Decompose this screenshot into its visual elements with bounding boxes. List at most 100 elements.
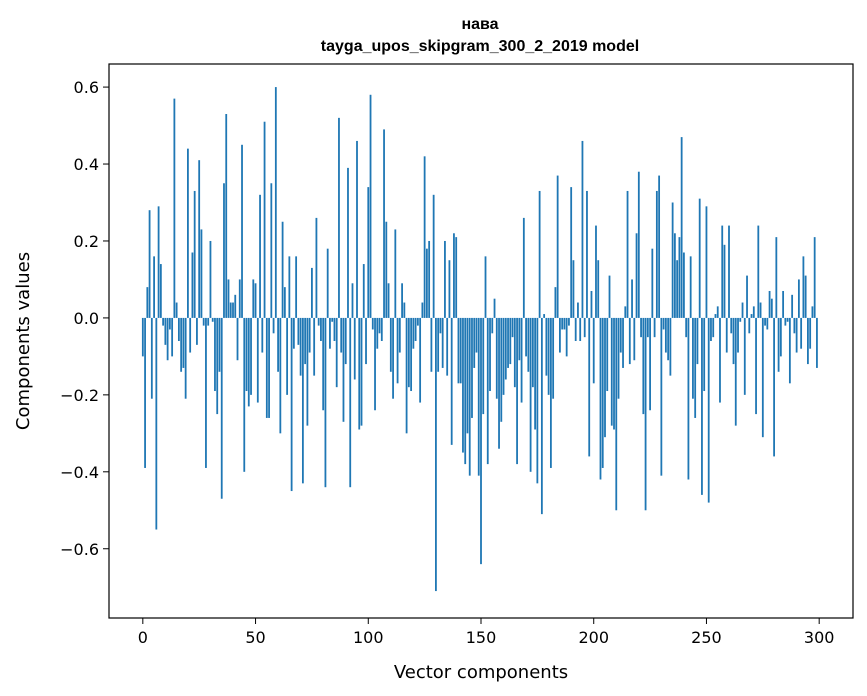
bar	[265, 317, 268, 418]
bar	[730, 317, 733, 334]
x-tick-label: 300	[804, 628, 835, 647]
bar	[786, 317, 789, 322]
bar	[311, 267, 313, 318]
bar	[707, 317, 710, 503]
bar	[432, 194, 435, 318]
bar	[250, 317, 252, 395]
plot-frame	[108, 63, 854, 619]
bar	[649, 317, 651, 411]
bar	[719, 317, 721, 403]
bar	[155, 317, 158, 530]
bar	[732, 317, 735, 365]
bar	[371, 317, 374, 330]
bar	[507, 317, 509, 368]
bar	[793, 317, 796, 334]
bar	[301, 317, 304, 484]
bar	[604, 317, 606, 438]
bar	[579, 317, 582, 341]
bar	[678, 237, 681, 318]
bar	[254, 283, 257, 318]
bar	[430, 317, 433, 372]
bar	[236, 317, 239, 361]
bar	[464, 317, 467, 465]
bar	[495, 317, 498, 399]
bar	[640, 317, 642, 338]
bar	[216, 317, 219, 415]
bar	[322, 317, 325, 411]
bar	[313, 317, 316, 376]
bar	[457, 317, 460, 384]
bar	[358, 317, 361, 430]
bar	[813, 237, 816, 318]
bar	[412, 317, 415, 349]
bar	[196, 317, 198, 345]
bar	[171, 317, 174, 357]
bar	[218, 317, 221, 372]
bar	[797, 279, 800, 318]
bar	[292, 317, 295, 349]
bar	[198, 160, 201, 318]
bar	[385, 221, 388, 318]
bar	[214, 317, 216, 392]
bar	[610, 317, 613, 426]
bar	[529, 317, 532, 472]
bar	[466, 317, 469, 434]
bar	[531, 317, 534, 388]
y-axis-label: Components values	[13, 252, 34, 430]
bar	[549, 317, 552, 468]
bar	[193, 190, 196, 318]
x-tick-label: 0	[138, 628, 148, 647]
bar	[520, 317, 523, 403]
bar	[261, 317, 264, 353]
bar	[597, 260, 600, 318]
bar	[669, 317, 672, 376]
bar	[500, 317, 503, 422]
bar	[205, 317, 207, 468]
bar	[545, 317, 548, 376]
y-tick-label: −0.2	[60, 386, 99, 405]
bar	[757, 225, 760, 318]
y-tick-label: 0.4	[74, 155, 99, 174]
bar	[525, 317, 527, 357]
bar	[297, 317, 300, 345]
bar	[182, 317, 185, 368]
bar	[750, 314, 753, 318]
bar	[389, 317, 392, 372]
bar	[315, 217, 318, 318]
bar	[207, 317, 210, 326]
bar	[676, 260, 679, 318]
x-tick-label: 200	[578, 628, 609, 647]
bar	[473, 317, 476, 368]
chart-subtitle: tayga_upos_skipgram_300_2_2019 model	[321, 38, 639, 55]
bar	[518, 317, 521, 361]
bar	[398, 317, 401, 353]
bar	[168, 317, 171, 330]
bar	[595, 225, 597, 318]
bar	[631, 279, 633, 318]
bar	[146, 287, 149, 318]
bar	[229, 302, 232, 318]
bar	[658, 175, 661, 318]
bar	[710, 317, 712, 341]
bar	[626, 190, 629, 318]
bar	[202, 317, 205, 326]
bar	[570, 187, 573, 318]
bar	[164, 317, 167, 345]
bar	[624, 306, 627, 318]
bar	[414, 317, 417, 341]
bar	[653, 317, 656, 338]
bar	[423, 156, 426, 318]
bar	[245, 317, 248, 392]
bar	[561, 317, 564, 330]
bar	[766, 317, 769, 330]
bar	[775, 237, 778, 318]
bar	[475, 317, 478, 353]
bar	[392, 317, 394, 399]
bar	[243, 317, 246, 472]
bar	[378, 317, 381, 334]
bar	[349, 317, 352, 488]
bar	[511, 317, 514, 338]
bar	[268, 317, 270, 418]
bar	[484, 256, 487, 318]
bar	[338, 117, 340, 318]
